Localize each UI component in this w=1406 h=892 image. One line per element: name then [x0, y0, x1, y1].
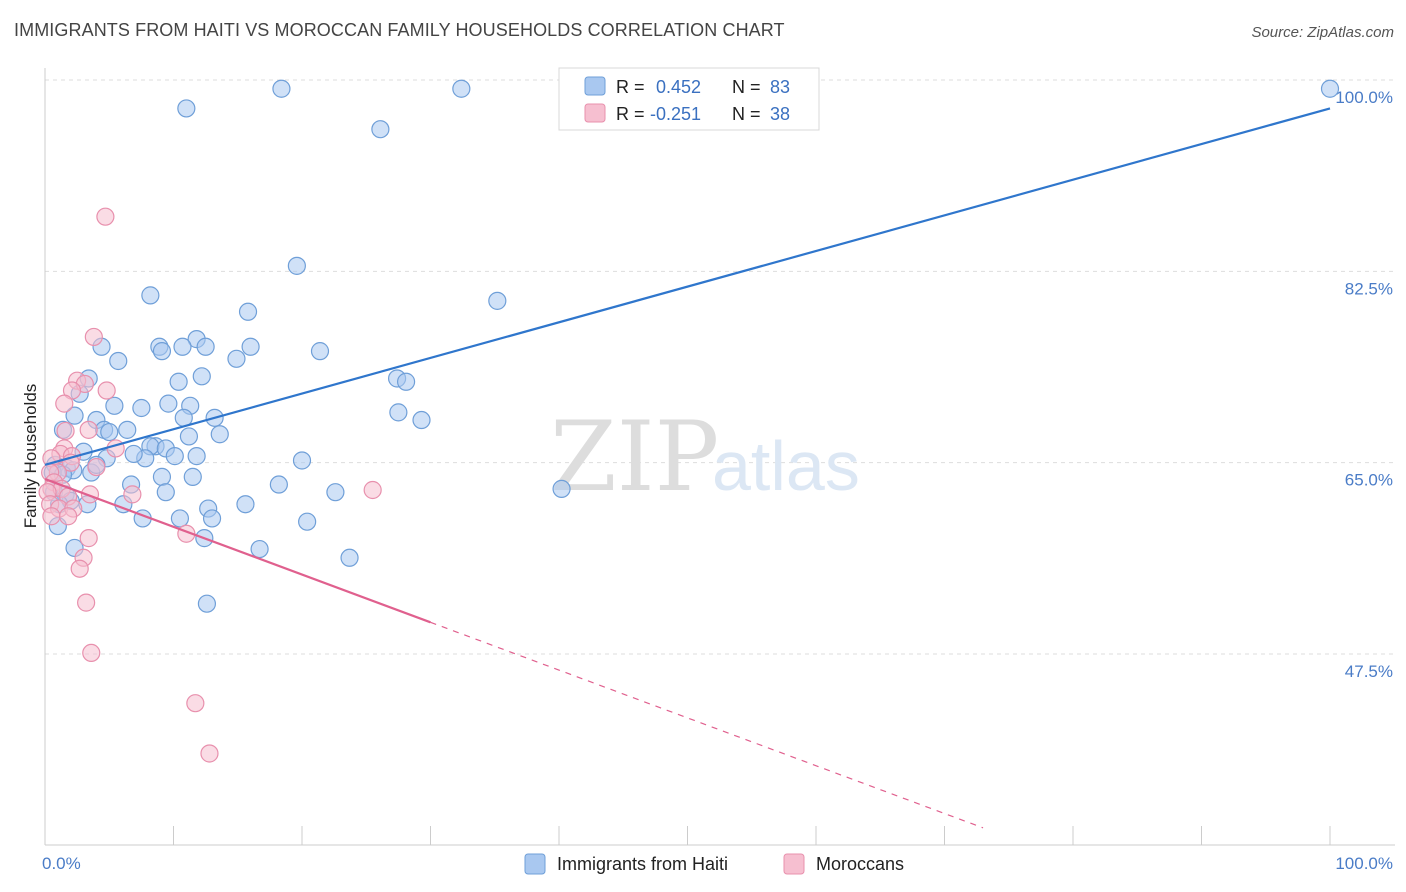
haiti-point: [100, 422, 119, 442]
haiti-point: [236, 495, 255, 514]
haiti-point: [156, 483, 175, 502]
moroccan-point: [70, 559, 89, 578]
haiti-point: [1320, 79, 1340, 98]
haiti-point: [170, 509, 190, 528]
legend-n-label-haiti: N =: [732, 77, 761, 97]
haiti-point: [118, 420, 137, 439]
haiti-point: [65, 406, 84, 425]
x-tick-label-min: 0.0%: [42, 854, 81, 873]
y-tick-label: 47.5%: [1345, 662, 1393, 681]
haiti-point: [241, 337, 260, 356]
haiti-point: [287, 256, 306, 275]
watermark: ZIP atlas: [550, 401, 860, 513]
haiti-point: [250, 539, 269, 559]
haiti-point: [488, 291, 507, 310]
haiti-point: [165, 447, 184, 466]
haiti-point: [412, 410, 431, 430]
legend-n-value-moroccan: 38: [770, 104, 790, 124]
haiti-point: [179, 427, 199, 446]
bottom-legend-swatch-moroccan: [783, 853, 805, 875]
haiti-point: [177, 99, 196, 118]
moroccan-point: [123, 485, 142, 504]
haiti-point: [310, 342, 330, 361]
bottom-legend-label-moroccan: Moroccans: [816, 854, 904, 874]
moroccan-trend-line: [44, 478, 431, 624]
moroccan-point: [84, 327, 103, 347]
x-tick-label-max: 100.0%: [1335, 854, 1393, 873]
legend-r-label-haiti: R =: [616, 77, 645, 97]
legend-r-value-haiti: 0.452: [656, 77, 701, 97]
moroccan-point: [80, 485, 100, 504]
haiti-point: [238, 302, 258, 321]
legend-r-value-moroccan: -0.251: [650, 104, 701, 124]
bottom-legend-label-haiti: Immigrants from Haiti: [557, 854, 728, 874]
moroccan-point: [87, 457, 106, 477]
haiti-point: [396, 372, 416, 391]
grid-layer: [45, 79, 1395, 655]
haiti-point: [105, 396, 124, 415]
haiti-point: [326, 483, 345, 502]
haiti-point: [173, 337, 192, 356]
haiti-point: [197, 594, 217, 613]
series-legend: Immigrants from Haiti Moroccans: [524, 853, 904, 875]
y-tick-label: 65.0%: [1345, 471, 1393, 490]
haiti-point: [298, 512, 317, 531]
y-tick-label: 100.0%: [1335, 88, 1393, 107]
y-axis-label: Family Households: [21, 384, 40, 529]
chart-title: IMMIGRANTS FROM HAITI VS MOROCCAN FAMILY…: [14, 20, 785, 40]
haiti-point: [183, 467, 202, 486]
chart-source: Source: ZipAtlas.com: [1251, 24, 1394, 41]
haiti-point: [269, 475, 288, 494]
y-tick-label: 82.5%: [1345, 279, 1393, 298]
moroccan-point: [97, 381, 116, 400]
legend-swatch-haiti: [584, 76, 606, 96]
haiti-point: [109, 351, 128, 371]
haiti-point: [552, 479, 571, 499]
haiti-point: [152, 342, 172, 361]
legend-r-label-moroccan: R =: [616, 104, 645, 124]
moroccan-point: [77, 593, 96, 612]
moroccan-point: [79, 420, 98, 439]
moroccan-point: [59, 507, 78, 526]
moroccan-point: [55, 394, 74, 413]
haiti-point: [196, 337, 215, 356]
legend-n-value-haiti: 83: [770, 77, 790, 97]
points-layer: [38, 79, 1340, 763]
moroccan-point: [200, 744, 219, 763]
moroccan-point: [96, 207, 115, 226]
haiti-point: [132, 398, 151, 418]
haiti-point: [169, 372, 188, 391]
haiti-point: [187, 447, 206, 466]
moroccan-point: [363, 480, 382, 500]
moroccan-point: [42, 507, 61, 526]
haiti-point: [210, 425, 229, 444]
trend-layer: [44, 107, 1331, 829]
haiti-point: [227, 349, 246, 368]
watermark-zip: ZIP: [550, 401, 719, 513]
stats-legend: R = 0.452 N = 83 R = -0.251 N = 38: [558, 67, 820, 131]
haiti-point: [124, 444, 143, 464]
haiti-point: [141, 286, 160, 305]
legend-swatch-moroccan: [584, 103, 606, 123]
haiti-point: [202, 509, 222, 528]
moroccan-point: [79, 529, 98, 548]
haiti-point: [340, 548, 359, 567]
moroccan-point: [186, 694, 205, 713]
moroccan-point: [82, 643, 101, 663]
bottom-legend-swatch-haiti: [524, 853, 546, 875]
haiti-point: [152, 467, 172, 486]
haiti-point: [452, 79, 471, 98]
haiti-point: [371, 120, 390, 139]
watermark-atlas: atlas: [712, 427, 860, 505]
haiti-trend-line: [44, 107, 1331, 466]
haiti-point: [272, 79, 291, 98]
haiti-point: [389, 403, 408, 422]
legend-n-label-moroccan: N =: [732, 104, 761, 124]
moroccan-point: [56, 421, 75, 441]
haiti-point: [192, 367, 211, 386]
haiti-point: [159, 394, 178, 413]
moroccan-trend-extension: [430, 621, 984, 829]
haiti-point: [292, 451, 312, 470]
